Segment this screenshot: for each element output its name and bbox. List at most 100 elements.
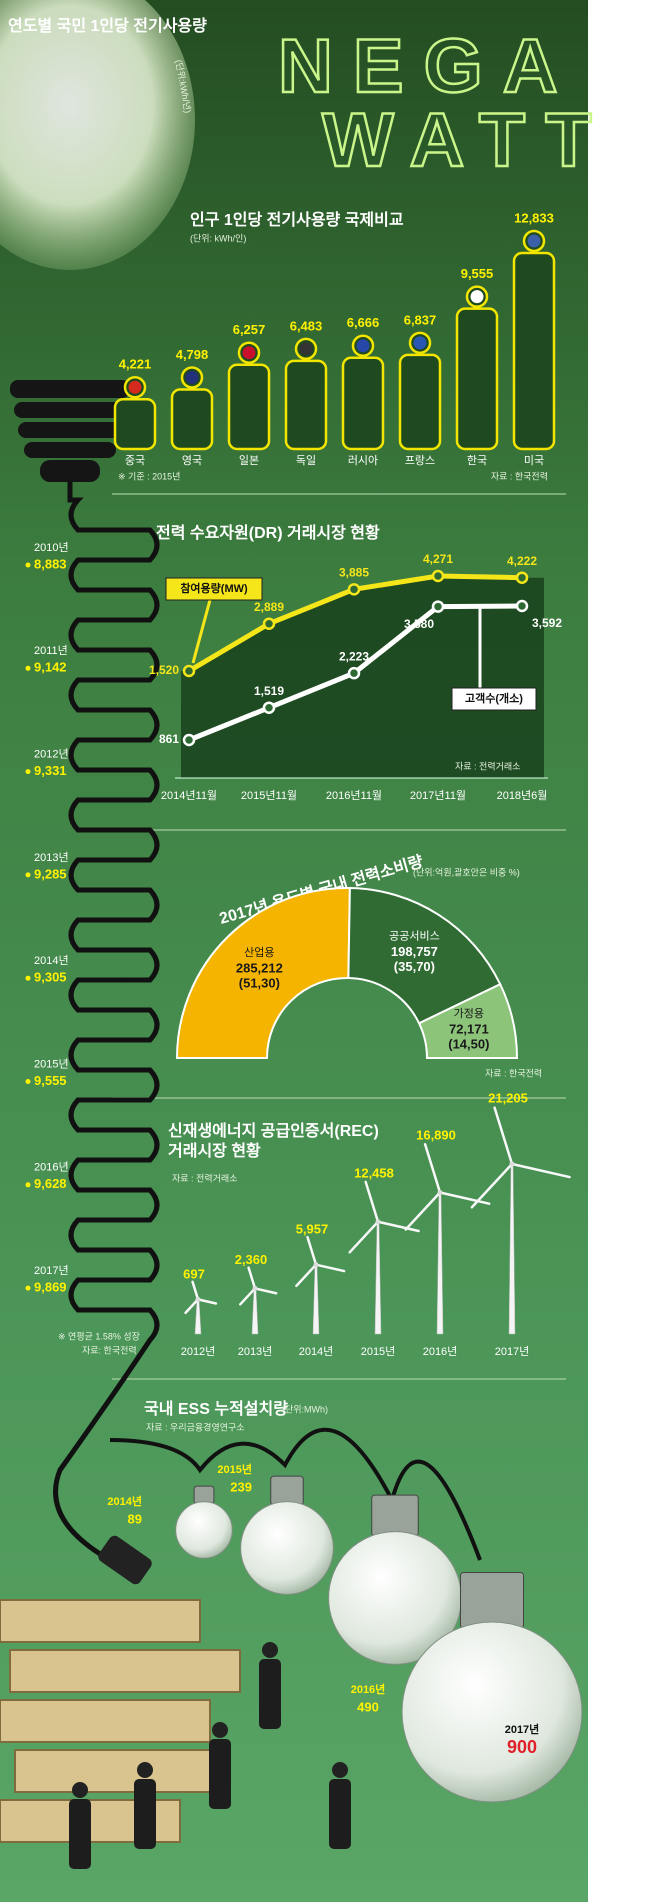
turbine-blade — [196, 1298, 218, 1305]
turbine-blade — [364, 1180, 380, 1223]
point — [182, 733, 196, 747]
turbine-hub — [509, 1161, 515, 1167]
turbine-blade — [493, 1106, 514, 1166]
turbine-blade — [306, 1235, 318, 1266]
person-body — [227, 363, 271, 451]
value-label: 89 — [128, 1511, 142, 1526]
category-label: 2015년 — [361, 1345, 396, 1358]
value-label: 239 — [230, 1479, 252, 1494]
category-label: 2016년 — [423, 1345, 458, 1358]
person-head — [137, 1762, 153, 1778]
x-tick-label: 2015년11월 — [241, 789, 297, 802]
pie-segment — [347, 887, 502, 1025]
person-body — [69, 1799, 91, 1869]
person-body — [259, 1659, 281, 1729]
value-label: 4,798 — [176, 347, 209, 362]
point — [262, 701, 276, 714]
value-marker — [25, 1079, 31, 1084]
separators — [112, 493, 566, 1380]
flag — [299, 342, 313, 356]
value-label: 9,628 — [34, 1176, 67, 1191]
value-label: 2,360 — [235, 1252, 268, 1267]
category-label: 러시아 — [348, 454, 378, 467]
money-stack — [0, 1599, 201, 1643]
share-label: (14,50) — [448, 1037, 489, 1052]
turbine-hub — [195, 1296, 201, 1302]
source: 자료 : 전력거래소 — [455, 760, 520, 771]
unit: (단위: kWh/인) — [190, 233, 246, 243]
note: ※ 연평균 1.58% 성장 — [58, 1331, 140, 1341]
value-label: 4,221 — [119, 357, 152, 372]
bulb-socket — [270, 1475, 304, 1506]
year-label: 2016년 — [34, 1161, 69, 1174]
x-tick-label: 2017년11월 — [410, 789, 466, 802]
segment-label: 공공서비스 — [389, 930, 440, 943]
value-label: 12,458 — [354, 1166, 394, 1181]
value-marker — [25, 665, 31, 671]
flag — [128, 380, 142, 394]
person-body — [284, 359, 328, 451]
brand-line: WATT — [322, 98, 612, 183]
note: ※ 기준 : 2015년 — [118, 471, 180, 481]
value-label: 490 — [357, 1699, 379, 1714]
value-marker — [25, 1182, 31, 1188]
value-label: 4,222 — [507, 554, 537, 568]
turbine-blade — [239, 1287, 257, 1306]
legend-label: 고객수(개소) — [465, 691, 523, 705]
callout-pointer — [191, 599, 212, 664]
share-label: (35,70) — [394, 959, 435, 974]
turbine-hub — [437, 1189, 443, 1195]
point — [262, 617, 276, 630]
point — [515, 599, 529, 613]
wire — [53, 482, 160, 1563]
point — [182, 664, 196, 678]
unit: (단위:억원,괄호안은 비중 %) — [413, 866, 520, 877]
turbine-blade — [184, 1298, 200, 1315]
category-label: 중국 — [125, 455, 145, 467]
value-label: 72,171 — [449, 1022, 489, 1037]
point — [431, 569, 445, 583]
money-stack — [9, 1649, 241, 1693]
turbine-blade — [423, 1143, 442, 1194]
value-marker — [25, 872, 31, 878]
source: 자료 : 한국전력 — [485, 1067, 542, 1078]
category-label: 2015년 — [217, 1462, 252, 1476]
bulb-glow — [0, 0, 195, 270]
value-label: 1,519 — [254, 684, 284, 698]
value-label: 8,883 — [34, 556, 67, 571]
category-label: 한국 — [467, 454, 487, 467]
bulb — [175, 1501, 233, 1559]
value-label: 9,305 — [34, 970, 67, 985]
value-label: 1,520 — [149, 663, 179, 677]
pie-segment — [175, 887, 351, 1059]
turbine-blade — [404, 1191, 442, 1231]
point — [515, 571, 529, 584]
decoration — [0, 482, 351, 1869]
value-label: 9,331 — [34, 763, 67, 778]
value-label: 4,271 — [423, 552, 453, 566]
ess-wire — [109, 1427, 482, 1561]
value-label: 2,889 — [254, 600, 284, 614]
turbine-blade — [376, 1220, 420, 1233]
bulb-socket — [371, 1494, 419, 1537]
legend-label: 참여용량(MW) — [180, 581, 248, 595]
share-label: (51,30) — [239, 975, 280, 990]
value-label: 9,555 — [461, 266, 494, 281]
person-body — [113, 398, 157, 451]
category-label: 일본 — [239, 453, 259, 467]
value-label: 3,580 — [404, 617, 434, 631]
money-stack — [14, 1749, 216, 1793]
bulb-socket — [10, 380, 130, 482]
money-stack — [0, 1699, 211, 1743]
legend-box — [165, 577, 263, 601]
category-label: 2017년 — [505, 1722, 540, 1736]
x-tick-label: 2014년11월 — [161, 789, 217, 802]
year-label: 2013년 — [34, 851, 69, 864]
flag — [185, 370, 199, 384]
value-marker — [25, 1285, 31, 1291]
value-label: 9,285 — [34, 866, 67, 881]
category-label: 2014년 — [299, 1345, 334, 1358]
value-label: 6,257 — [233, 322, 266, 337]
chart-title: 연도별 국민 1인당 전기사용량 — [8, 16, 207, 35]
